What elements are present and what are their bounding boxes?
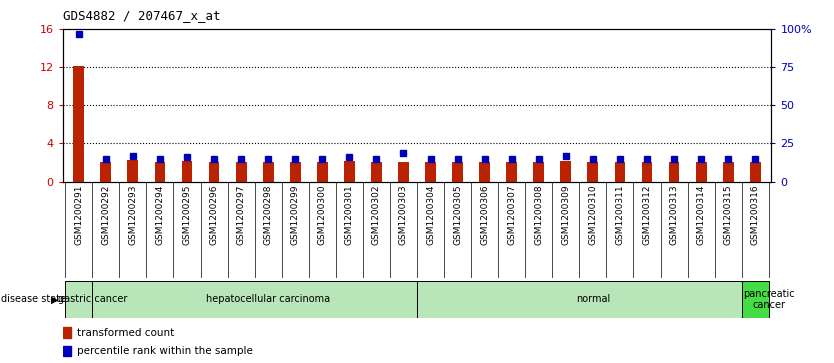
Bar — [100, 163, 111, 182]
Bar — [398, 163, 409, 182]
Text: GSM1200294: GSM1200294 — [155, 184, 164, 245]
Text: GDS4882 / 207467_x_at: GDS4882 / 207467_x_at — [63, 9, 220, 22]
Bar — [480, 163, 490, 182]
Bar — [236, 163, 247, 182]
Bar — [290, 163, 300, 182]
Bar — [208, 163, 219, 182]
Text: GSM1200291: GSM1200291 — [74, 184, 83, 245]
Text: GSM1200295: GSM1200295 — [183, 184, 192, 245]
Text: normal: normal — [575, 294, 610, 305]
Text: pancreatic
cancer: pancreatic cancer — [743, 289, 795, 310]
Bar — [154, 163, 165, 182]
Text: GSM1200310: GSM1200310 — [588, 184, 597, 245]
Text: GSM1200306: GSM1200306 — [480, 184, 490, 245]
Text: GSM1200296: GSM1200296 — [209, 184, 219, 245]
Text: GSM1200301: GSM1200301 — [344, 184, 354, 245]
Bar — [534, 163, 544, 182]
Text: GSM1200298: GSM1200298 — [264, 184, 273, 245]
Bar — [371, 163, 382, 182]
Bar — [669, 163, 680, 182]
Text: GSM1200307: GSM1200307 — [507, 184, 516, 245]
Text: GSM1200297: GSM1200297 — [237, 184, 246, 245]
Text: GSM1200316: GSM1200316 — [751, 184, 760, 245]
Text: GSM1200311: GSM1200311 — [615, 184, 625, 245]
Text: GSM1200292: GSM1200292 — [102, 184, 110, 245]
Bar — [263, 163, 274, 182]
Text: percentile rank within the sample: percentile rank within the sample — [77, 346, 253, 356]
Text: GSM1200303: GSM1200303 — [399, 184, 408, 245]
Bar — [317, 163, 328, 182]
Text: GSM1200300: GSM1200300 — [318, 184, 327, 245]
Text: disease state: disease state — [1, 294, 66, 305]
Bar — [723, 163, 734, 182]
Bar — [63, 327, 72, 338]
Bar — [615, 163, 626, 182]
Text: ▶: ▶ — [51, 294, 58, 305]
Bar — [63, 346, 72, 356]
Text: hepatocellular carcinoma: hepatocellular carcinoma — [206, 294, 330, 305]
Bar — [696, 163, 706, 182]
Bar — [750, 163, 761, 182]
Text: transformed count: transformed count — [77, 327, 174, 338]
Text: gastric cancer: gastric cancer — [58, 294, 127, 305]
Bar — [641, 163, 652, 182]
Bar — [425, 163, 436, 182]
Text: GSM1200299: GSM1200299 — [291, 184, 299, 245]
Bar — [65, 281, 93, 318]
Text: GSM1200309: GSM1200309 — [561, 184, 570, 245]
Bar — [587, 163, 598, 182]
Bar — [506, 163, 517, 182]
Text: GSM1200313: GSM1200313 — [670, 184, 679, 245]
Bar — [344, 162, 354, 182]
Bar — [93, 281, 417, 318]
Bar — [452, 163, 463, 182]
Bar — [73, 66, 84, 182]
Bar — [417, 281, 741, 318]
Bar — [560, 162, 571, 182]
Text: GSM1200315: GSM1200315 — [724, 184, 732, 245]
Text: GSM1200314: GSM1200314 — [696, 184, 706, 245]
Text: GSM1200308: GSM1200308 — [535, 184, 543, 245]
Text: GSM1200302: GSM1200302 — [372, 184, 381, 245]
Text: GSM1200305: GSM1200305 — [453, 184, 462, 245]
Text: GSM1200304: GSM1200304 — [426, 184, 435, 245]
Text: GSM1200293: GSM1200293 — [128, 184, 138, 245]
Bar — [182, 160, 193, 182]
Text: GSM1200312: GSM1200312 — [642, 184, 651, 245]
Bar — [741, 281, 769, 318]
Bar — [128, 160, 138, 182]
